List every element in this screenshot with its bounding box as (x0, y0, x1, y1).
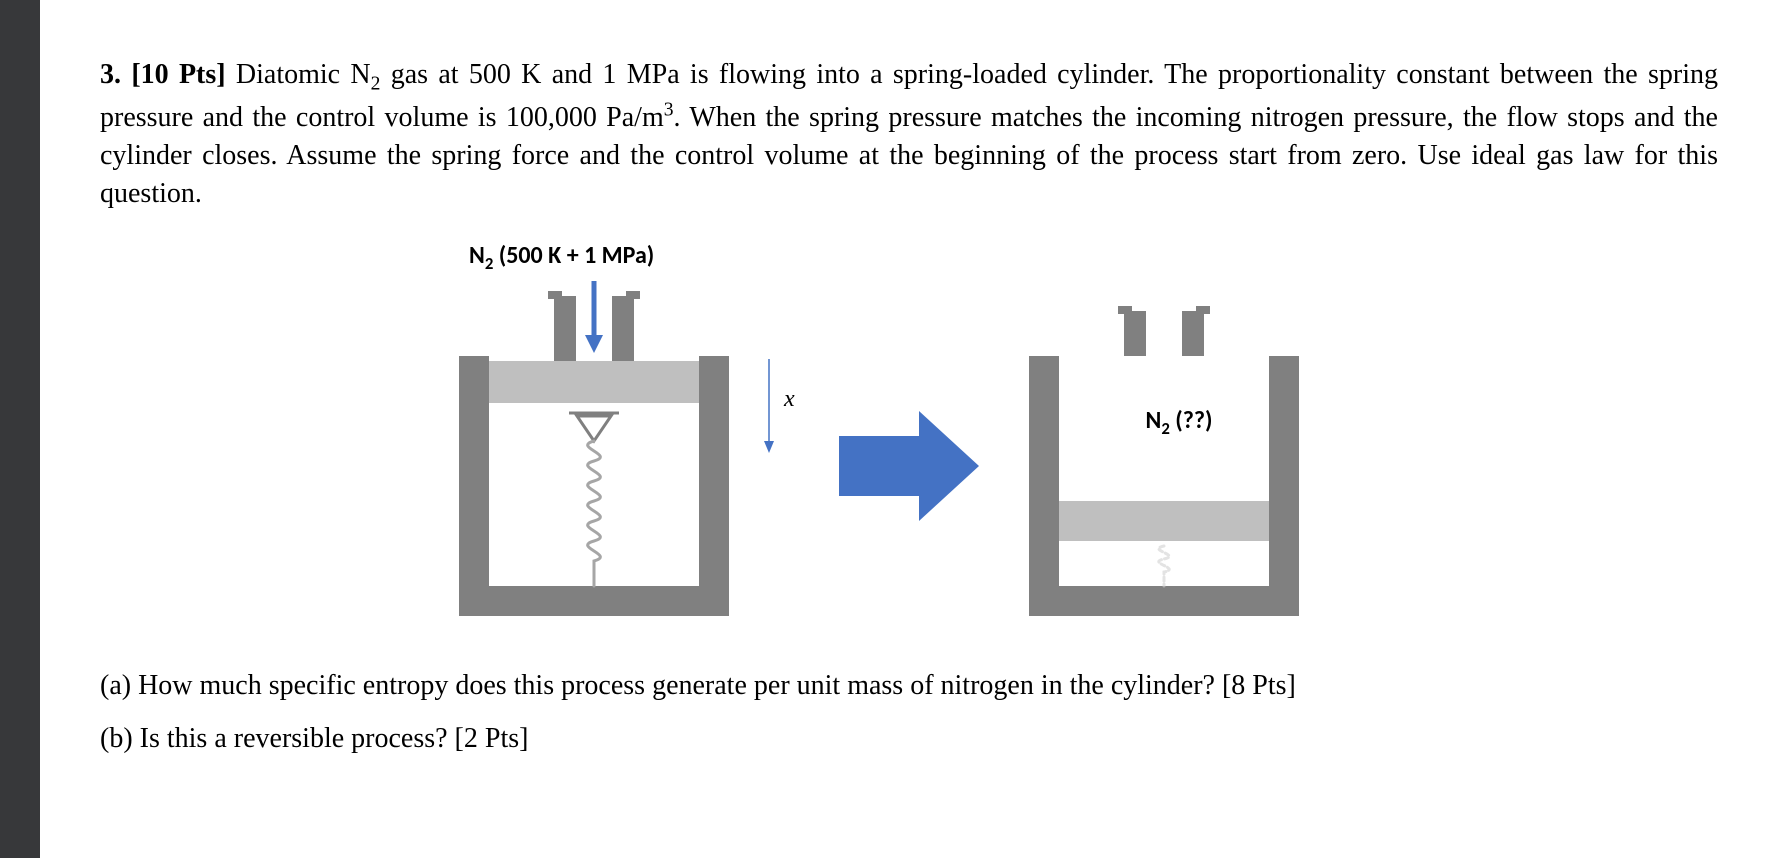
page: 3. [10 Pts] Diatomic N2 gas at 500 K and… (0, 0, 1778, 858)
part-b-label: (b) (100, 723, 133, 754)
part-b: (b) Is this a reversible process? [2 Pts… (100, 712, 1718, 765)
left-cylinder (459, 281, 729, 616)
document-content: 3. [10 Pts] Diatomic N2 gas at 500 K and… (40, 0, 1778, 858)
inlet-label: N2 (500 K + 1 MPa) (469, 241, 769, 274)
part-a-text: How much specific entropy does this proc… (138, 670, 1296, 701)
problem-text: Diatomic N2 gas at 500 K and 1 MPa is fl… (100, 59, 1718, 209)
document-left-margin-bar (0, 0, 40, 858)
x-label: x (783, 386, 795, 412)
right-cylinder: N2 (??) (1029, 306, 1299, 616)
x-displacement-arrow: x (764, 359, 795, 453)
part-a: (a) How much specific entropy does this … (100, 659, 1718, 712)
final-state-label: N2 (??) (1099, 406, 1259, 439)
problem-points: [10 Pts] (131, 59, 225, 90)
problem-number: 3. (100, 59, 121, 90)
process-arrow-icon (839, 411, 979, 521)
figure-svg: N2 (500 K + 1 MPa) (459, 241, 1359, 641)
part-a-label: (a) (100, 670, 131, 701)
figure-container: N2 (500 K + 1 MPa) (100, 241, 1718, 641)
problem-statement: 3. [10 Pts] Diatomic N2 gas at 500 K and… (100, 56, 1718, 213)
sub-questions: (a) How much specific entropy does this … (100, 659, 1718, 765)
part-b-text: Is this a reversible process? [2 Pts] (140, 723, 529, 754)
